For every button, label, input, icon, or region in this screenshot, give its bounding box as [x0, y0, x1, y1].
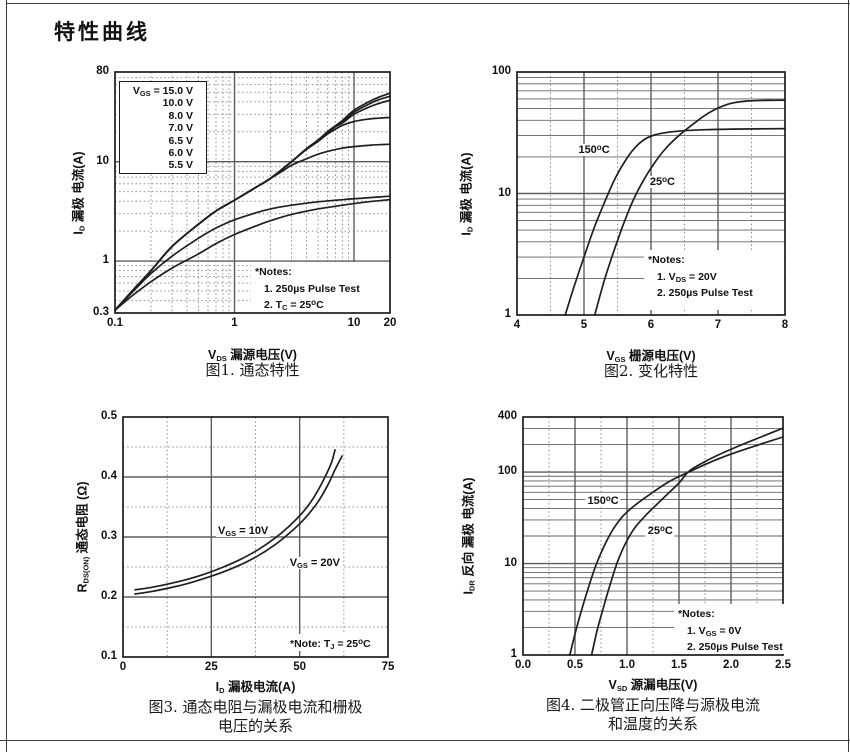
y-tick-label: 10	[96, 154, 109, 167]
x-tick-label: 4	[513, 319, 521, 331]
x-tick-label: 25	[204, 661, 218, 673]
x-tick-label: 0.1	[107, 317, 123, 329]
y-tick-label: 100	[497, 465, 517, 478]
x-tick-label: 7	[714, 319, 722, 331]
legend-entry: 7.0 V	[168, 122, 193, 135]
fig4-body-diode-forward-x-axis-label: VSD 源漏电压(V)	[608, 678, 698, 693]
fig2-transfer-characteristics-border	[516, 71, 786, 316]
note-line: 1. VDS = 20V	[657, 270, 717, 284]
fig1-output-characteristics-curve-vgs-5.5v	[114, 198, 391, 312]
fig1-output-characteristics-y-axis-label: ID 漏极 电流(A)	[71, 150, 87, 235]
x-tick-label: 0.5	[567, 659, 583, 671]
x-tick-label: 2.0	[723, 659, 739, 671]
y-tick-label: 400	[497, 410, 517, 422]
fig2-transfer-characteristics-curve-150c	[564, 127, 786, 316]
fig3-rdson-vs-id-border	[122, 416, 389, 658]
x-tick-label: 1	[231, 317, 238, 329]
note-line: 1. 250µs Pulse Test	[264, 282, 360, 295]
note-line: *Note: TJ = 25oC	[290, 637, 371, 651]
x-tick-label: 0	[119, 661, 127, 673]
y-tick-label: 10	[504, 556, 517, 569]
fig3-rdson-vs-id-y-axis-label: RDS(ON) 通态电阻 (Ω)	[75, 481, 91, 593]
x-tick-label: 0.0	[515, 659, 531, 671]
y-tick-label: 0.3	[101, 530, 117, 542]
x-tick-label: 6	[647, 319, 655, 331]
legend-entry: 5.5 V	[168, 159, 193, 172]
fig3-rdson-vs-id-plot-area	[122, 416, 389, 658]
y-tick-label: 1	[504, 308, 511, 320]
fig2-transfer-characteristics-notes: *Notes: 1. VDS = 20V 2. 250µs Pulse Test	[644, 250, 784, 310]
x-tick-label: 50	[293, 661, 307, 673]
legend-entry: 8.0 V	[168, 109, 193, 122]
fig3-rdson-vs-id-label: VGS = 10V	[215, 525, 271, 538]
fig2-transfer-characteristics-label: 150oC	[576, 143, 612, 156]
page-border-left	[6, 0, 8, 752]
fig4-body-diode-forward-curve-25c	[590, 427, 784, 656]
y-tick-label: 0.5	[101, 410, 117, 422]
y-tick-label: 0.4	[101, 470, 117, 482]
note-line: 2. 250µs Pulse Test	[657, 287, 753, 299]
x-tick-label: 1.0	[619, 659, 635, 671]
fig1-output-characteristics-x-axis-label: VDS 漏源电压(V)	[208, 348, 297, 363]
x-tick-label: 1.5	[671, 659, 687, 671]
fig3-rdson-vs-id-curve-vgs-10v	[134, 449, 336, 591]
fig2-transfer-characteristics-curve-25c	[593, 99, 786, 316]
fig1-output-characteristics-curve-vgs-6v	[114, 195, 391, 312]
y-tick-label: 100	[491, 65, 511, 77]
fig4-body-diode-forward-curve-150c	[568, 436, 784, 656]
y-tick-label: 1	[102, 254, 109, 267]
page-border-top	[6, 3, 850, 4]
fig4-body-diode-forward-plot-area	[522, 416, 784, 656]
fig4-body-diode-forward-label: 150oC	[585, 494, 621, 508]
fig2-transfer-characteristics-x-axis-label: VGS 栅源电压(V)	[606, 349, 696, 364]
fig4-body-diode-forward-y-axis-label: IDR 反向 漏极 电流(A)	[461, 477, 477, 595]
y-tick-label: 80	[96, 65, 109, 77]
x-tick-label: 5	[580, 319, 588, 331]
x-tick-label: 8	[781, 319, 789, 331]
note-line: 2. TC = 25oC	[264, 298, 324, 312]
fig1-output-characteristics-curve-vgs-6.5v	[114, 143, 391, 312]
note-line: *Notes:	[648, 254, 685, 266]
fig1-output-characteristics-notes: *Notes: 1. 250µs Pulse Test 2. TC = 25oC	[251, 262, 388, 312]
fig3-rdson-vs-id-caption: 图3. 通态电阻与漏极电流和栅极 电压的关系	[148, 698, 363, 735]
fig3-rdson-vs-id-curve-vgs-20v	[134, 455, 343, 595]
note-line: 2. 250µs Pulse Test	[687, 641, 783, 653]
fig4-body-diode-forward-notes: *Notes: 1. VGS = 0V 2. 250µs Pulse Test	[674, 604, 786, 654]
fig2-transfer-characteristics-caption: 图2. 变化特性	[603, 362, 699, 380]
fig4-body-diode-forward-caption: 图4. 二极管正向压降与源极电流 和温度的关系	[545, 696, 761, 733]
y-tick-label: 0.3	[93, 306, 109, 318]
y-tick-label: 1	[510, 648, 517, 660]
fig1-output-characteristics-caption: 图1. 通态特性	[205, 361, 300, 379]
page-title: 特性曲线	[54, 19, 150, 44]
y-tick-label: 0.1	[101, 650, 117, 662]
fig3-rdson-vs-id-label: VGS = 20V	[287, 557, 343, 571]
x-tick-label: 20	[383, 317, 397, 329]
x-tick-label: 75	[381, 661, 395, 673]
x-tick-label: 2.5	[775, 659, 791, 671]
fig4-body-diode-forward-label: 25oC	[645, 524, 675, 538]
note-line: 1. VGS = 0V	[687, 624, 742, 638]
fig3-rdson-vs-id-notes: *Note: TJ = 25oC	[286, 634, 386, 651]
fig4-body-diode-forward-border	[522, 416, 784, 656]
fig2-transfer-characteristics-y-axis-label: ID 漏极 电流(A)	[459, 151, 475, 236]
page-border-bottom	[0, 739, 850, 741]
fig2-transfer-characteristics-label: 25oC	[647, 175, 677, 189]
fig1-output-characteristics-border	[114, 71, 391, 314]
page-border-right	[848, 0, 849, 752]
note-line: *Notes:	[678, 608, 715, 620]
fig1-output-characteristics-legend: VGS = 15.0 V 10.0 V 8.0 V 7.0 V 6.5 V 6.0 V 5.…	[119, 81, 207, 174]
fig2-transfer-characteristics-plot-area	[516, 71, 786, 316]
x-tick-label: 10	[347, 317, 361, 329]
legend-entry: VGS = 15.0 V	[132, 85, 193, 98]
legend-entry: 6.5 V	[168, 134, 193, 147]
y-tick-label: 10	[498, 186, 511, 199]
note-line: *Notes:	[255, 266, 292, 278]
legend-entry: 6.0 V	[168, 147, 193, 160]
legend-entry: 10.0 V	[162, 97, 193, 110]
fig3-rdson-vs-id-x-axis-label: ID 漏极电流(A)	[215, 680, 296, 695]
y-tick-label: 0.2	[101, 590, 117, 602]
